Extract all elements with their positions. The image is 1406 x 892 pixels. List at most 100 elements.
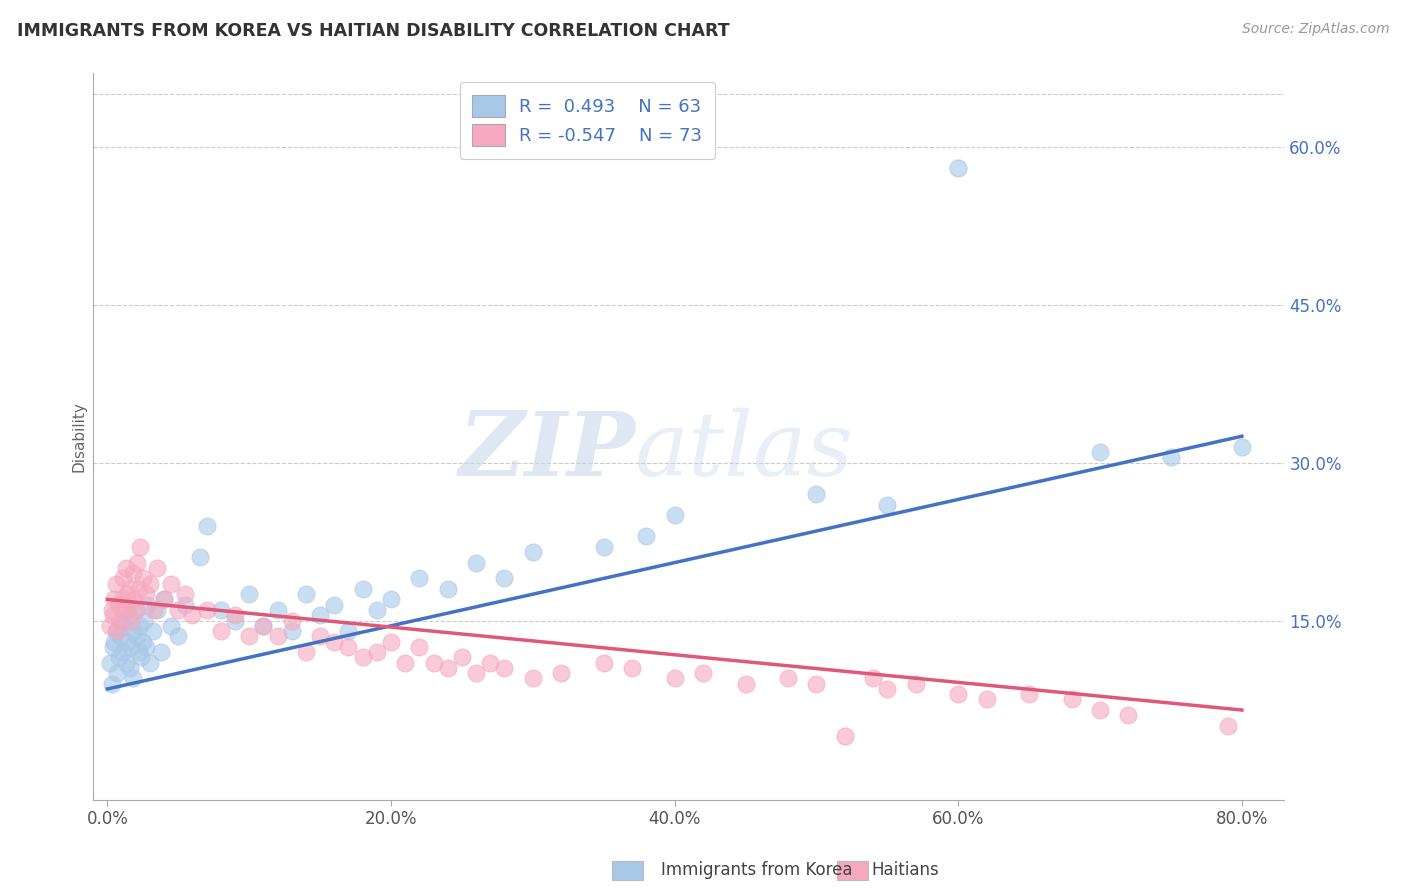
Point — [664, 508, 686, 523]
Point — [592, 540, 614, 554]
Point — [101, 640, 124, 654]
Point — [806, 676, 828, 690]
Point — [105, 666, 128, 681]
Point — [1216, 719, 1239, 733]
Point — [100, 603, 122, 617]
Point — [181, 608, 204, 623]
Point — [129, 619, 152, 633]
Point — [1118, 708, 1140, 723]
Point — [494, 661, 516, 675]
Point — [876, 498, 898, 512]
Point — [174, 598, 197, 612]
Point — [124, 624, 146, 638]
Point — [112, 603, 135, 617]
Text: Haitians: Haitians — [872, 861, 939, 879]
Point — [465, 666, 488, 681]
Point — [135, 640, 157, 654]
Text: Immigrants from Korea: Immigrants from Korea — [661, 861, 852, 879]
Y-axis label: Disability: Disability — [72, 401, 86, 472]
Point — [139, 656, 162, 670]
Point — [108, 629, 131, 643]
Point — [105, 624, 128, 638]
Point — [948, 161, 970, 175]
Point — [103, 634, 125, 648]
Text: atlas: atlas — [636, 408, 855, 494]
Point — [153, 592, 176, 607]
Point — [734, 676, 756, 690]
Point — [135, 587, 157, 601]
Point — [146, 603, 169, 617]
Point — [1088, 703, 1111, 717]
Point — [98, 619, 121, 633]
Point — [1060, 692, 1083, 706]
Point — [120, 598, 142, 612]
Legend: R =  0.493    N = 63, R = -0.547    N = 73: R = 0.493 N = 63, R = -0.547 N = 73 — [460, 82, 714, 159]
Point — [778, 672, 800, 686]
Point — [436, 582, 458, 596]
Point — [323, 598, 346, 612]
Point — [132, 571, 155, 585]
Point — [224, 614, 246, 628]
Point — [195, 518, 218, 533]
Point — [111, 571, 134, 585]
Point — [876, 681, 898, 696]
Point — [550, 666, 572, 681]
Point — [337, 624, 360, 638]
Point — [692, 666, 714, 681]
Point — [129, 540, 152, 554]
Point — [408, 571, 430, 585]
Point — [167, 629, 190, 643]
Point — [238, 587, 260, 601]
Point — [394, 656, 416, 670]
Point — [1018, 687, 1040, 701]
Point — [114, 561, 136, 575]
Point — [209, 624, 232, 638]
Point — [131, 650, 153, 665]
Point — [104, 576, 127, 591]
Point — [280, 614, 302, 628]
Point — [128, 582, 150, 596]
Point — [122, 566, 145, 581]
Point — [117, 608, 139, 623]
Point — [143, 603, 166, 617]
Point — [494, 571, 516, 585]
Point — [114, 656, 136, 670]
Point — [110, 619, 132, 633]
Point — [976, 692, 998, 706]
Point — [337, 640, 360, 654]
Point — [122, 672, 145, 686]
Point — [252, 619, 274, 633]
Point — [352, 582, 374, 596]
Point — [380, 634, 402, 648]
Point — [124, 592, 146, 607]
Point — [146, 561, 169, 575]
Point — [104, 624, 127, 638]
Point — [266, 629, 288, 643]
Point — [621, 661, 644, 675]
Point — [139, 576, 162, 591]
Point — [1088, 445, 1111, 459]
Point — [266, 603, 288, 617]
Point — [862, 672, 884, 686]
Point — [295, 587, 318, 601]
Point — [127, 556, 149, 570]
Point — [834, 729, 856, 743]
Point — [103, 592, 125, 607]
Point — [115, 587, 138, 601]
Point — [136, 598, 159, 612]
Point — [806, 487, 828, 501]
Point — [112, 614, 135, 628]
Point — [1160, 450, 1182, 465]
Point — [160, 576, 183, 591]
Point — [366, 603, 388, 617]
Point — [592, 656, 614, 670]
Point — [309, 629, 332, 643]
Point — [238, 629, 260, 643]
Point — [101, 608, 124, 623]
Point — [174, 587, 197, 601]
Point — [167, 603, 190, 617]
Text: IMMIGRANTS FROM KOREA VS HAITIAN DISABILITY CORRELATION CHART: IMMIGRANTS FROM KOREA VS HAITIAN DISABIL… — [17, 22, 730, 40]
Point — [121, 614, 143, 628]
Point — [309, 608, 332, 623]
Point — [132, 634, 155, 648]
